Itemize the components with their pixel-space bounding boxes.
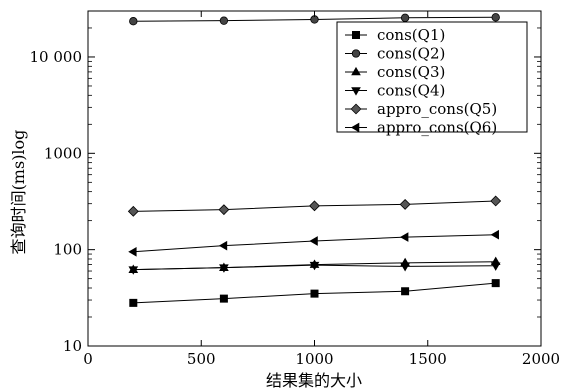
data-point [490,195,502,207]
x-tick-label: 1500 [409,350,447,368]
data-point [218,204,230,216]
legend-item: appro_cons(Q5) [345,100,497,118]
legend-label: cons(Q4) [377,82,445,100]
legend: cons(Q1)cons(Q2)cons(Q3)cons(Q4)appro_co… [336,21,528,137]
data-point [219,264,229,273]
y-tick-label: 1000 [44,144,82,162]
legend-label: appro_cons(Q5) [377,100,497,118]
y-tick-label: 10 000 [30,48,83,66]
series-6 [128,229,499,257]
data-point [401,287,410,296]
legend-label: cons(Q1) [377,26,445,44]
y-tick-label: 10 [63,337,82,355]
x-tick-label: 0 [83,350,93,368]
series-5 [127,195,502,217]
data-point [491,279,500,288]
data-point [490,262,501,271]
y-axis-title: 查询时间(ms)log [9,130,28,255]
legend-item: cons(Q3) [345,63,445,81]
data-point [219,16,229,25]
data-point [490,229,499,240]
legend-marker [350,122,360,133]
data-point [129,17,138,26]
data-point [219,294,228,303]
data-point [128,246,137,257]
legend-label: cons(Q2) [377,45,445,63]
data-point [128,266,139,275]
data-point [400,263,410,272]
series-layer [127,13,502,307]
legend-marker [351,49,361,58]
x-axis-title: 结果集的大小 [266,371,362,390]
legend-item: cons(Q4) [345,82,445,100]
legend-item: appro_cons(Q6) [345,119,497,137]
legend-item: cons(Q1) [345,26,445,44]
data-point [127,205,139,217]
data-point [309,261,320,271]
legend-label: appro_cons(Q6) [377,119,497,137]
x-tick-label: 2000 [522,350,560,368]
data-point [400,13,410,22]
x-tick-label: 500 [187,350,216,368]
y-tick-label: 100 [53,241,82,259]
series-4 [128,261,501,275]
legend-marker [351,66,361,76]
series-2 [129,13,500,26]
data-point [399,232,409,242]
data-point [309,236,318,246]
legend-label: cons(Q3) [377,63,445,81]
legend-marker [351,87,361,96]
legend-box [336,21,528,133]
data-point [310,289,319,298]
x-tick-label: 1000 [295,350,333,368]
data-point [491,13,500,22]
ticks-layer: 0 500 1000 1500 2000 10 100 1000 10 000 [30,10,560,368]
data-point [309,200,320,212]
data-point [399,198,411,210]
legend-item: cons(Q2) [345,45,445,63]
legend-marker [352,31,360,39]
legend-marker [350,103,362,115]
data-point [129,298,138,307]
series-1 [129,279,500,307]
data-point [218,240,228,251]
